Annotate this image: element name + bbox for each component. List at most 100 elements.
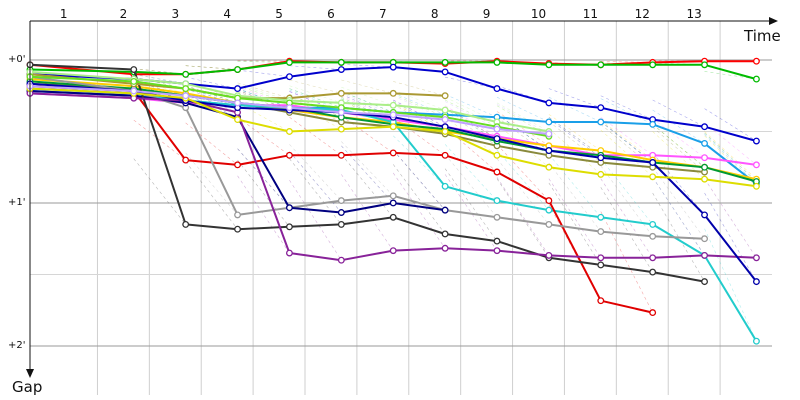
lap-traces bbox=[133, 60, 757, 342]
series-17-point-13 bbox=[752, 182, 760, 190]
series-3-line bbox=[29, 66, 758, 142]
series-13-point-10 bbox=[597, 261, 605, 269]
series-17-trace-7 bbox=[393, 102, 446, 132]
series-17-trace-11 bbox=[600, 129, 653, 177]
series-17-point-4 bbox=[285, 128, 293, 135]
series-3-point-7 bbox=[441, 68, 449, 76]
series-20-point-2 bbox=[182, 92, 190, 100]
series-3-trace-4 bbox=[237, 69, 290, 77]
series-9-trace-9 bbox=[496, 149, 550, 211]
series-9-point-7 bbox=[441, 182, 449, 190]
series-13-trace-12 bbox=[652, 192, 705, 282]
series-19-trace-8 bbox=[444, 99, 498, 127]
series-9-trace-8 bbox=[444, 144, 498, 201]
series-5-trace-11 bbox=[600, 116, 653, 156]
series-10-trace-6 bbox=[341, 115, 394, 154]
series-10-point-11 bbox=[649, 309, 657, 317]
series-9-trace-12 bbox=[652, 177, 705, 256]
series-10-point-7 bbox=[441, 151, 449, 159]
series-3-trace-11 bbox=[600, 95, 653, 120]
series-17-trace-9 bbox=[496, 124, 550, 168]
lap-label-12: 12 bbox=[635, 7, 650, 21]
series-4-point-11 bbox=[649, 120, 657, 128]
series-2-point-12 bbox=[701, 61, 708, 69]
lap-label-10: 10 bbox=[531, 7, 546, 21]
series-10-trace-7 bbox=[393, 116, 446, 156]
series-3-point-9 bbox=[545, 99, 553, 107]
series-11-trace-3 bbox=[185, 152, 238, 216]
series-2-point-8 bbox=[493, 58, 501, 66]
series-16-point-11 bbox=[649, 159, 657, 166]
series-14-point-5 bbox=[337, 256, 345, 264]
series-2-point-3 bbox=[234, 66, 242, 73]
series-13-point-5 bbox=[337, 220, 345, 228]
series-18-point-7 bbox=[441, 106, 449, 114]
series-13-trace-7 bbox=[392, 164, 446, 235]
series-14-point-13 bbox=[752, 254, 760, 262]
series-13-trace-5 bbox=[289, 158, 342, 225]
series-10-point-3 bbox=[234, 161, 242, 169]
series-20-point-8 bbox=[493, 125, 501, 133]
series-16-point-13 bbox=[752, 278, 760, 286]
y-tick-label-1: +1' bbox=[8, 197, 26, 208]
series-2-trace-13 bbox=[704, 71, 757, 80]
series-4-trace-10 bbox=[548, 96, 601, 123]
series-9-trace-13 bbox=[704, 228, 757, 342]
y-axis-arrow bbox=[26, 369, 34, 378]
series-4-trace-11 bbox=[600, 98, 653, 125]
series-11-trace-7 bbox=[392, 149, 446, 211]
series-15-point-6 bbox=[389, 89, 397, 97]
series-14-trace-12 bbox=[652, 177, 705, 256]
series-1-trace-3 bbox=[185, 65, 238, 70]
series-9-point-10 bbox=[597, 213, 605, 221]
series-2-point-9 bbox=[545, 61, 553, 69]
series-10-trace-11 bbox=[600, 211, 653, 313]
series-17-point-7 bbox=[441, 128, 449, 135]
series-11-trace-5 bbox=[289, 144, 342, 201]
series-20-point-3 bbox=[234, 99, 242, 107]
series-10-point-6 bbox=[389, 149, 397, 157]
series-3-point-12 bbox=[701, 123, 708, 131]
y-tick-label-0: +0' bbox=[8, 54, 26, 65]
series-18-trace-9 bbox=[496, 102, 550, 132]
series-17-point-9 bbox=[545, 163, 553, 171]
series-14-trace-10 bbox=[548, 178, 602, 258]
series-10-point-8 bbox=[493, 168, 501, 176]
series-19-point-2 bbox=[182, 85, 190, 93]
series-5-point-12 bbox=[701, 154, 708, 162]
series-15-trace-6 bbox=[341, 79, 394, 94]
series-17-point-8 bbox=[493, 151, 501, 159]
series-11-point-3 bbox=[234, 211, 242, 219]
series-10-point-9 bbox=[545, 197, 553, 205]
axes: Time Gap bbox=[12, 17, 781, 396]
series-5-trace-7 bbox=[393, 99, 446, 127]
series-13-trace-6 bbox=[341, 154, 394, 218]
series-14-point-4 bbox=[285, 249, 293, 257]
series-2-trace-3 bbox=[185, 65, 238, 70]
series-7-trace-8 bbox=[444, 111, 498, 147]
lap-label-5: 5 bbox=[275, 7, 283, 21]
lap-label-6: 6 bbox=[327, 7, 335, 21]
series-14-trace-13 bbox=[704, 178, 757, 258]
series-19-line bbox=[29, 75, 550, 138]
series-6-trace-7 bbox=[393, 102, 446, 132]
series-11-trace-9 bbox=[496, 158, 550, 225]
series-17-trace-8 bbox=[444, 116, 498, 156]
series-3-trace-12 bbox=[652, 99, 705, 127]
series-20 bbox=[26, 82, 553, 138]
series-18-line bbox=[29, 70, 550, 133]
series-12-trace-7 bbox=[392, 149, 446, 211]
series-13-trace-8 bbox=[444, 168, 498, 242]
series-19-point-1 bbox=[130, 77, 138, 85]
series-14-point-8 bbox=[493, 247, 501, 255]
series-13-point-3 bbox=[234, 225, 242, 233]
series-12-trace-4 bbox=[237, 148, 290, 208]
series-3-point-13 bbox=[752, 137, 760, 145]
series-11-trace-6 bbox=[341, 141, 394, 197]
series-16-point-8 bbox=[493, 135, 501, 143]
lap-label-3: 3 bbox=[171, 7, 179, 21]
series-2-point-5 bbox=[337, 58, 345, 66]
series-11-point-9 bbox=[545, 220, 553, 228]
series-6-trace-12 bbox=[652, 124, 705, 168]
series-19-trace-9 bbox=[496, 105, 550, 137]
